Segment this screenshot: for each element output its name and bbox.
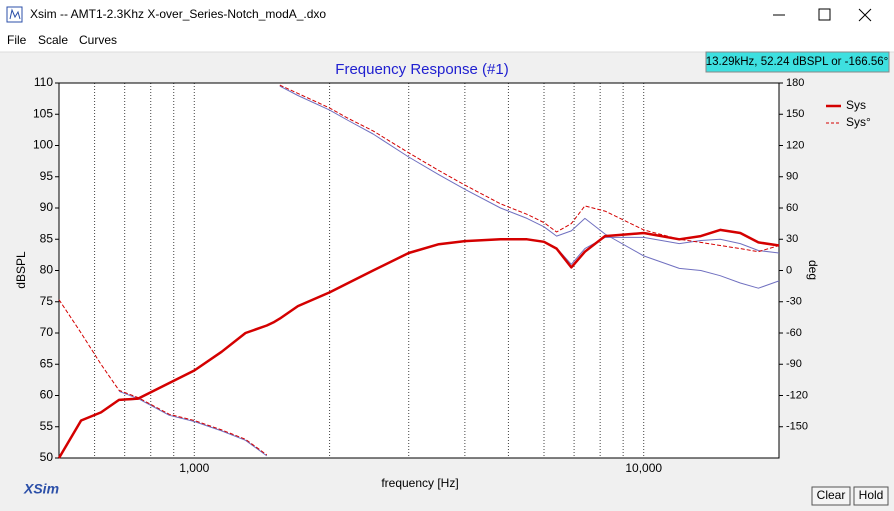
maximize-button[interactable]: [818, 8, 831, 21]
menu-item[interactable]: Scale: [38, 33, 68, 47]
y-tick-label: 55: [40, 419, 54, 433]
y-tick-label: 90: [40, 200, 54, 214]
y2-tick-label: 120: [786, 139, 804, 151]
y-tick-label: 100: [33, 138, 53, 152]
y2-tick-label: -60: [786, 327, 802, 339]
app-icon-graph: [9, 8, 21, 20]
cursor-readout: 13.29kHz, 52.24 dBSPL or -166.56°: [706, 56, 889, 68]
app-icon: [6, 6, 23, 23]
y-tick-label: 70: [40, 325, 54, 339]
y2-tick-label: 60: [786, 202, 798, 214]
menu-item[interactable]: Curves: [79, 33, 117, 47]
logo: XSim: [23, 481, 59, 497]
y2-tick-label: 90: [786, 171, 798, 183]
y-tick-label: 85: [40, 231, 54, 245]
chart-title: Frequency Response (#1): [335, 61, 508, 78]
y2-axis-label: deg: [806, 260, 820, 280]
x-tick-label: 10,000: [625, 461, 662, 475]
y2-tick-label: -120: [786, 389, 808, 401]
y-axis-label: dBSPL: [14, 251, 28, 289]
y2-tick-label: -90: [786, 358, 802, 370]
y-tick-label: 95: [40, 169, 54, 183]
plot-frame: [58, 82, 780, 459]
x-tick-label: 1,000: [179, 461, 209, 475]
readout-box: [705, 51, 890, 73]
y2-tick-label: 0: [786, 264, 792, 276]
x-axis-label: frequency [Hz]: [381, 476, 458, 490]
series-line: [57, 228, 780, 459]
y-tick-label: 60: [40, 388, 54, 402]
y-tick-label: 50: [40, 450, 54, 464]
y-tick-label: 80: [40, 263, 54, 277]
window-title: Xsim -- AMT1-2.3Khz X-over_Series-Notch_…: [30, 7, 326, 21]
y2-tick-label: 150: [786, 108, 804, 120]
series-line: [58, 84, 780, 456]
legend-label: Sys: [846, 98, 866, 112]
y-tick-label: 105: [33, 106, 53, 120]
legend-label: Sys°: [846, 115, 871, 129]
y-tick-label: 110: [34, 75, 53, 89]
y-tick-label: 75: [40, 294, 54, 308]
clear-button-label[interactable]: Clear: [817, 488, 846, 502]
clear-button[interactable]: [811, 486, 851, 506]
y2-tick-label: -150: [786, 421, 808, 433]
y2-tick-label: -30: [786, 296, 802, 308]
plot-area: [59, 83, 779, 458]
hold-button[interactable]: [853, 486, 889, 506]
menu-item[interactable]: File: [7, 33, 27, 47]
title-menu-bg: [0, 0, 894, 52]
close-button[interactable]: [858, 8, 872, 22]
hold-button-label[interactable]: Hold: [859, 488, 884, 502]
y2-tick-label: 180: [786, 77, 804, 89]
y2-tick-label: 30: [786, 233, 798, 245]
y-tick-label: 65: [40, 356, 54, 370]
